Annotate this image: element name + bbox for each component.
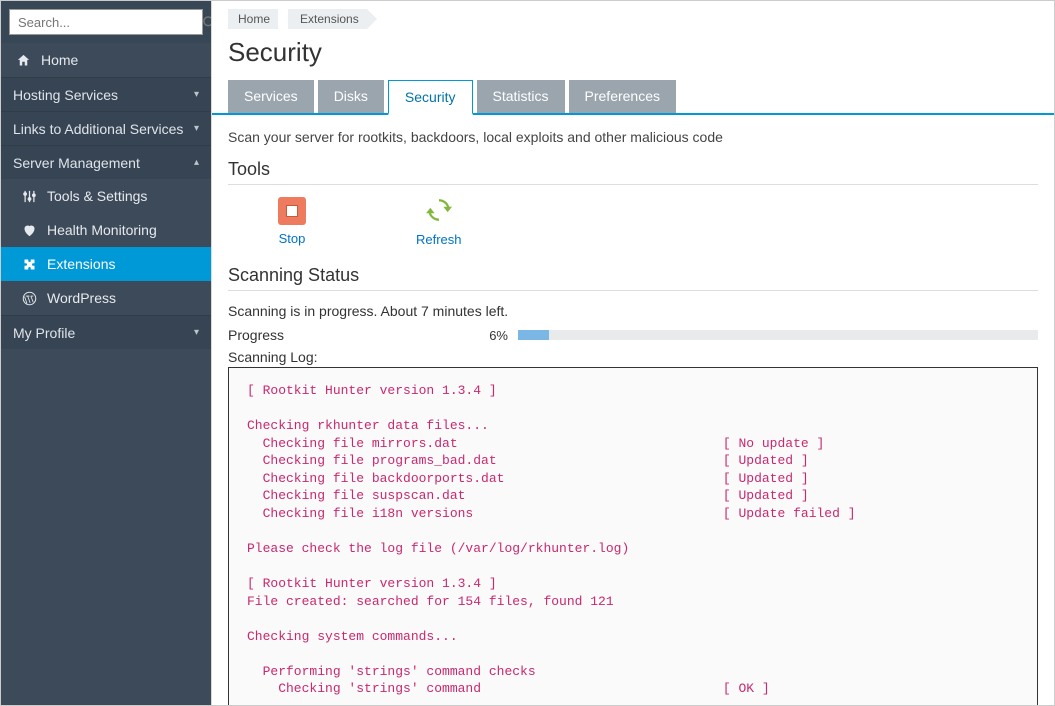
section-label: Server Management — [13, 155, 140, 171]
sidebar-item-label: Tools & Settings — [47, 188, 147, 204]
status-text: Scanning is in progress. About 7 minutes… — [228, 303, 1038, 319]
sidebar-item-home[interactable]: Home — [1, 43, 211, 77]
sidebar-item-wordpress[interactable]: WordPress — [1, 281, 211, 315]
chevron-down-icon: ▾ — [194, 89, 199, 100]
sliders-icon — [19, 189, 39, 204]
tools-heading: Tools — [228, 159, 1038, 185]
status-heading: Scanning Status — [228, 265, 1038, 291]
sidebar-item-label: Home — [41, 52, 78, 68]
scan-description: Scan your server for rootkits, backdoors… — [228, 129, 1038, 145]
search-input[interactable] — [10, 15, 202, 30]
sidebar-item-label: Extensions — [47, 256, 115, 272]
refresh-button[interactable]: Refresh — [416, 197, 462, 247]
tab-security[interactable]: Security — [388, 80, 473, 115]
progress-percent: 6% — [478, 328, 508, 343]
progress-row: Progress 6% — [228, 327, 1038, 343]
stop-icon — [278, 197, 306, 225]
sidebar: Home Hosting Services ▾ Links to Additio… — [1, 1, 211, 705]
heart-icon — [19, 223, 39, 238]
tab-preferences[interactable]: Preferences — [569, 80, 676, 113]
crumb-home[interactable]: Home — [228, 9, 278, 29]
search-container — [1, 1, 211, 43]
tab-statistics[interactable]: Statistics — [477, 80, 565, 113]
refresh-icon — [426, 197, 452, 226]
tab-content: Scan your server for rootkits, backdoors… — [212, 115, 1054, 705]
section-label: My Profile — [13, 325, 75, 341]
tab-services[interactable]: Services — [228, 80, 314, 113]
search-box[interactable] — [9, 9, 203, 35]
sidebar-section-hosting[interactable]: Hosting Services ▾ — [1, 77, 211, 111]
chevron-down-icon: ▾ — [194, 123, 199, 134]
sidebar-item-extensions[interactable]: Extensions — [1, 247, 211, 281]
sidebar-section-links[interactable]: Links to Additional Services ▾ — [1, 111, 211, 145]
stop-button[interactable]: Stop — [278, 197, 306, 247]
puzzle-icon — [19, 257, 39, 272]
home-icon — [13, 53, 33, 68]
stop-label: Stop — [279, 231, 306, 246]
breadcrumb: Home Extensions — [212, 1, 1054, 33]
chevron-up-icon: ▴ — [194, 157, 199, 168]
page-title: Security — [212, 33, 1054, 80]
sidebar-section-profile[interactable]: My Profile ▾ — [1, 315, 211, 349]
progress-label: Progress — [228, 327, 468, 343]
scanning-log: [ Rootkit Hunter version 1.3.4 ] Checkin… — [228, 367, 1038, 705]
app-root: Home Hosting Services ▾ Links to Additio… — [0, 0, 1055, 706]
log-label: Scanning Log: — [228, 349, 1038, 365]
wordpress-icon — [19, 291, 39, 306]
main-content: Home Extensions Security Services Disks … — [211, 1, 1054, 705]
sidebar-item-label: WordPress — [47, 290, 116, 306]
sidebar-item-label: Health Monitoring — [47, 222, 157, 238]
tabs: Services Disks Security Statistics Prefe… — [212, 80, 1054, 115]
chevron-down-icon: ▾ — [194, 327, 199, 338]
tab-disks[interactable]: Disks — [318, 80, 384, 113]
sidebar-item-tools-settings[interactable]: Tools & Settings — [1, 179, 211, 213]
sidebar-section-server[interactable]: Server Management ▴ — [1, 145, 211, 179]
refresh-label: Refresh — [416, 232, 462, 247]
sidebar-item-health[interactable]: Health Monitoring — [1, 213, 211, 247]
progress-bar — [518, 330, 1038, 340]
crumb-extensions[interactable]: Extensions — [288, 9, 367, 29]
progress-fill — [518, 330, 549, 340]
section-label: Hosting Services — [13, 87, 118, 103]
tools-row: Stop Refresh — [228, 197, 1038, 247]
section-label: Links to Additional Services — [13, 121, 183, 137]
